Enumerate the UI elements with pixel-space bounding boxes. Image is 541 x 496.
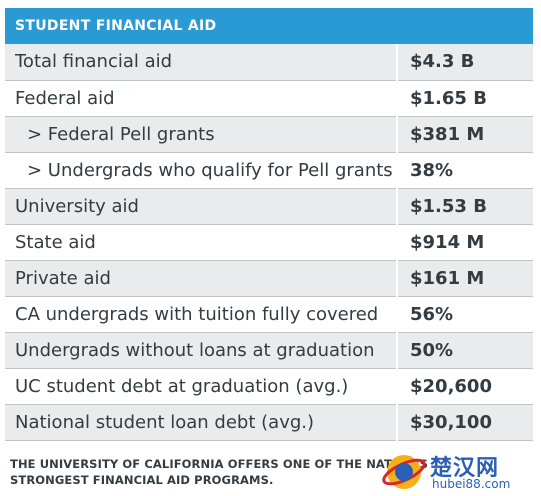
table-row: National student loan debt (avg.) $30,100: [5, 404, 533, 441]
table-row: UC student debt at graduation (avg.) $20,…: [5, 368, 533, 405]
table-row: Total financial aid $4.3 B: [5, 44, 533, 81]
row-value: $914 M: [397, 224, 533, 261]
row-label: Total financial aid: [5, 44, 398, 81]
row-value: 56%: [397, 296, 533, 333]
footnote-line-1: THE UNIVERSITY OF CALIFORNIA OFFERS ONE …: [10, 457, 428, 471]
row-value: $1.65 B: [397, 80, 533, 117]
row-label: National student loan debt (avg.): [5, 404, 398, 441]
row-value: $1.53 B: [397, 188, 533, 225]
row-label: UC student debt at graduation (avg.): [5, 368, 398, 405]
row-value: $381 M: [397, 116, 533, 153]
financial-aid-table: Total financial aid $4.3 B Federal aid $1.6…: [5, 44, 533, 441]
footnote-line-2: STRONGEST FINANCIAL AID PROGRAMS.: [10, 473, 274, 487]
row-label: State aid: [5, 224, 398, 261]
row-label: > Undergrads who qualify for Pell grants: [5, 152, 398, 189]
table-row: University aid $1.53 B: [5, 188, 533, 225]
row-value: $30,100: [397, 404, 533, 441]
financial-aid-panel: STUDENT FINANCIAL AID Total financial ai…: [5, 8, 533, 441]
row-value: $161 M: [397, 260, 533, 297]
table-row: > Federal Pell grants $381 M: [5, 116, 533, 153]
table-row: Private aid $161 M: [5, 260, 533, 297]
row-label: Private aid: [5, 260, 398, 297]
panel-title: STUDENT FINANCIAL AID: [5, 8, 533, 44]
table-row: State aid $914 M: [5, 224, 533, 261]
row-label: Undergrads without loans at graduation: [5, 332, 398, 369]
row-value: $4.3 B: [397, 44, 533, 81]
footnote: THE UNIVERSITY OF CALIFORNIA OFFERS ONE …: [10, 456, 530, 488]
row-label: University aid: [5, 188, 398, 225]
row-label: CA undergrads with tuition fully covered: [5, 296, 398, 333]
table-row: Federal aid $1.65 B: [5, 80, 533, 117]
row-value: $20,600: [397, 368, 533, 405]
table-row: Undergrads without loans at graduation 50…: [5, 332, 533, 369]
table-row: CA undergrads with tuition fully covered…: [5, 296, 533, 333]
row-value: 50%: [397, 332, 533, 369]
row-label: > Federal Pell grants: [5, 116, 398, 153]
table-row: > Undergrads who qualify for Pell grants…: [5, 152, 533, 189]
row-value: 38%: [397, 152, 533, 189]
row-label: Federal aid: [5, 80, 398, 117]
